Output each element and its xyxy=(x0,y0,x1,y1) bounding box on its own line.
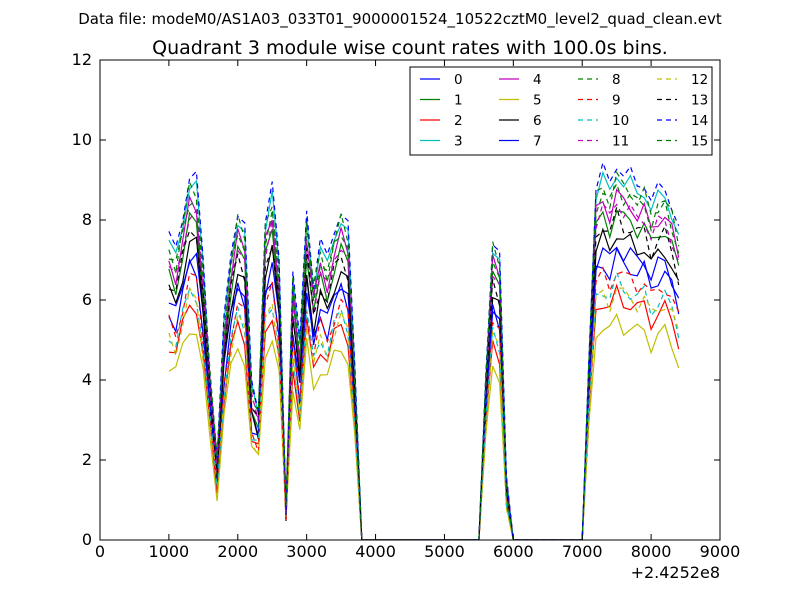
legend-entry-0: 0 xyxy=(420,72,463,88)
legend-entry-13: 13 xyxy=(657,93,708,109)
legend-entry-6: 6 xyxy=(499,113,542,129)
x-tick-label: 0 xyxy=(95,542,105,561)
x-tick-label: 5000 xyxy=(424,542,465,561)
x-tick-label: 1000 xyxy=(149,542,190,561)
y-tick-label: 4 xyxy=(82,370,92,389)
legend-entry-3: 3 xyxy=(420,134,463,150)
y-tick-label: 8 xyxy=(82,210,92,229)
legend-label: 6 xyxy=(533,113,542,129)
legend-entry-4: 4 xyxy=(499,72,542,88)
x-tick-label: 3000 xyxy=(286,542,327,561)
legend-label: 11 xyxy=(612,134,629,150)
legend-label: 8 xyxy=(612,72,621,88)
legend-label: 3 xyxy=(454,134,463,150)
y-tick-label: 12 xyxy=(72,50,92,69)
x-tick-label: 6000 xyxy=(493,542,534,561)
y-tick-label: 6 xyxy=(82,290,92,309)
series-line-7 xyxy=(168,246,680,540)
legend-label: 12 xyxy=(691,72,708,88)
legend-entry-2: 2 xyxy=(420,113,463,129)
y-tick-label: 10 xyxy=(72,130,92,149)
y-tick-label: 0 xyxy=(82,530,92,549)
legend-entry-10: 10 xyxy=(578,113,629,129)
series-line-12 xyxy=(168,286,680,540)
legend-label: 4 xyxy=(533,72,542,88)
series-lines xyxy=(168,160,680,540)
x-tick-label: 2000 xyxy=(217,542,258,561)
y-tick-label: 2 xyxy=(82,450,92,469)
x-tick-label: 7000 xyxy=(562,542,603,561)
legend-entry-14: 14 xyxy=(657,113,708,129)
series-line-14 xyxy=(168,160,680,540)
legend-label: 0 xyxy=(454,72,463,88)
legend-entry-11: 11 xyxy=(578,134,629,150)
legend-label: 7 xyxy=(533,134,542,150)
x-axis-offset-label: +2.4252e8 xyxy=(631,563,720,582)
series-line-8 xyxy=(168,182,680,540)
x-tick-label: 9000 xyxy=(700,542,741,561)
legend-entry-9: 9 xyxy=(578,93,621,109)
legend-label: 2 xyxy=(454,113,463,129)
plot-area: 0 1000 2000 3000 4000 5000 6000 7000 8000 9000 0 2 4… xyxy=(72,50,741,561)
legend-entry-1: 1 xyxy=(420,93,463,109)
chart-title: Quadrant 3 module wise count rates with … xyxy=(152,37,668,59)
legend-entry-8: 8 xyxy=(578,72,621,88)
legend-label: 15 xyxy=(691,134,708,150)
legend-label: 14 xyxy=(691,113,708,129)
data-file-suptitle: Data file: modeM0/AS1A03_033T01_90000015… xyxy=(78,10,722,29)
legend-entry-15: 15 xyxy=(657,134,708,150)
legend-entry-12: 12 xyxy=(657,72,708,88)
x-tick-label: 4000 xyxy=(355,542,396,561)
series-line-9 xyxy=(168,266,680,540)
series-line-11 xyxy=(168,202,680,540)
legend-label: 5 xyxy=(533,93,542,109)
series-line-10 xyxy=(168,270,680,540)
series-line-13 xyxy=(168,205,680,540)
legend-label: 13 xyxy=(691,93,708,109)
series-line-1 xyxy=(168,210,680,540)
legend-label: 1 xyxy=(454,93,463,109)
legend-entry-5: 5 xyxy=(499,93,542,109)
legend-entry-7: 7 xyxy=(499,134,542,150)
x-tick-label: 8000 xyxy=(631,542,672,561)
legend-label: 10 xyxy=(612,113,629,129)
legend-label: 9 xyxy=(612,93,621,109)
